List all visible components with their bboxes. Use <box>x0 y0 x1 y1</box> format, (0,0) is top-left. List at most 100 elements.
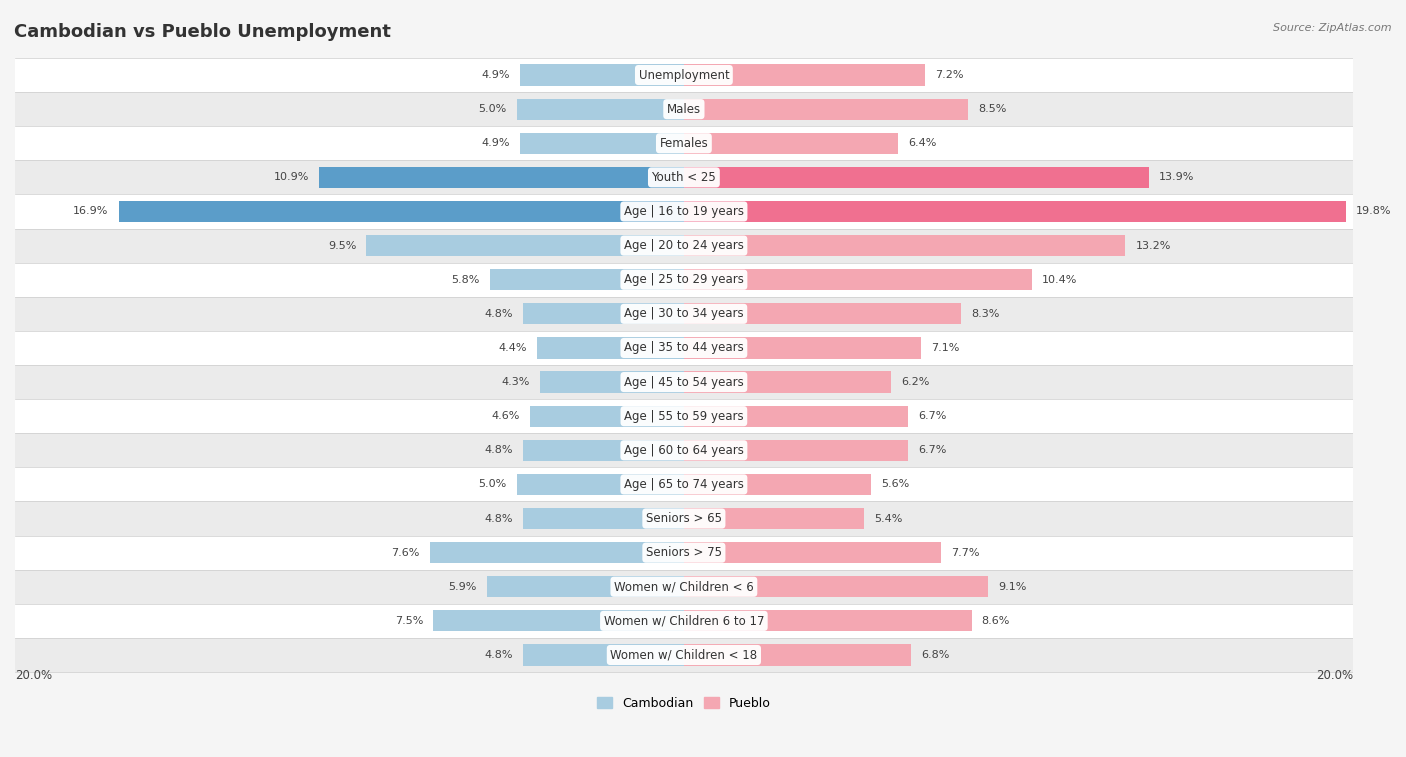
Bar <box>683 610 972 631</box>
Bar <box>15 433 1353 467</box>
Text: 10.4%: 10.4% <box>1042 275 1077 285</box>
Text: 6.8%: 6.8% <box>921 650 949 660</box>
Text: Age | 60 to 64 years: Age | 60 to 64 years <box>624 444 744 456</box>
Text: 4.6%: 4.6% <box>492 411 520 421</box>
Bar <box>430 542 683 563</box>
Bar <box>523 440 683 461</box>
Text: 5.4%: 5.4% <box>875 513 903 524</box>
Bar <box>15 229 1353 263</box>
Bar <box>15 501 1353 536</box>
Text: 9.5%: 9.5% <box>328 241 356 251</box>
Bar <box>683 576 988 597</box>
Legend: Cambodian, Pueblo: Cambodian, Pueblo <box>592 692 776 715</box>
Bar <box>683 235 1125 256</box>
Bar <box>516 98 683 120</box>
Text: 7.2%: 7.2% <box>935 70 963 80</box>
Text: Females: Females <box>659 137 709 150</box>
Text: 6.7%: 6.7% <box>918 411 946 421</box>
Text: Age | 55 to 59 years: Age | 55 to 59 years <box>624 410 744 422</box>
Bar <box>15 297 1353 331</box>
Bar <box>15 570 1353 604</box>
Bar <box>433 610 683 631</box>
Text: Seniors > 75: Seniors > 75 <box>645 546 721 559</box>
Bar <box>540 372 683 393</box>
Text: Seniors > 65: Seniors > 65 <box>645 512 721 525</box>
Text: Cambodian vs Pueblo Unemployment: Cambodian vs Pueblo Unemployment <box>14 23 391 41</box>
Text: 7.5%: 7.5% <box>395 616 423 626</box>
Bar <box>683 542 942 563</box>
Bar <box>523 304 683 325</box>
Bar <box>15 160 1353 195</box>
Bar <box>520 132 683 154</box>
Bar <box>319 167 683 188</box>
Bar <box>683 406 908 427</box>
Bar <box>683 474 872 495</box>
Text: 8.5%: 8.5% <box>979 104 1007 114</box>
Bar <box>15 331 1353 365</box>
Bar <box>486 576 683 597</box>
Text: 4.8%: 4.8% <box>485 309 513 319</box>
Bar <box>683 372 891 393</box>
Bar <box>15 263 1353 297</box>
Bar <box>366 235 683 256</box>
Text: Age | 30 to 34 years: Age | 30 to 34 years <box>624 307 744 320</box>
Bar <box>683 338 921 359</box>
Bar <box>15 126 1353 160</box>
Bar <box>683 508 865 529</box>
Bar <box>489 269 683 290</box>
Text: Unemployment: Unemployment <box>638 69 730 82</box>
Bar <box>530 406 683 427</box>
Bar <box>683 304 962 325</box>
Bar <box>523 508 683 529</box>
Text: 19.8%: 19.8% <box>1357 207 1392 217</box>
Bar <box>15 365 1353 399</box>
Text: 13.9%: 13.9% <box>1159 173 1194 182</box>
Bar <box>683 98 969 120</box>
Text: 8.3%: 8.3% <box>972 309 1000 319</box>
Text: 5.0%: 5.0% <box>478 479 506 490</box>
Bar <box>683 440 908 461</box>
Text: 16.9%: 16.9% <box>73 207 108 217</box>
Bar <box>683 167 1149 188</box>
Bar <box>683 269 1032 290</box>
Text: Age | 25 to 29 years: Age | 25 to 29 years <box>624 273 744 286</box>
Text: Source: ZipAtlas.com: Source: ZipAtlas.com <box>1274 23 1392 33</box>
Text: 9.1%: 9.1% <box>998 582 1026 592</box>
Text: Males: Males <box>666 103 702 116</box>
Text: 4.9%: 4.9% <box>481 139 510 148</box>
Bar <box>15 92 1353 126</box>
Text: 5.6%: 5.6% <box>882 479 910 490</box>
Bar <box>15 58 1353 92</box>
Text: 4.3%: 4.3% <box>502 377 530 387</box>
Text: Age | 20 to 24 years: Age | 20 to 24 years <box>624 239 744 252</box>
Text: 4.4%: 4.4% <box>498 343 527 353</box>
Bar <box>15 399 1353 433</box>
Text: 20.0%: 20.0% <box>15 669 52 682</box>
Bar <box>118 201 683 222</box>
Bar <box>523 644 683 665</box>
Bar <box>520 64 683 86</box>
Text: Age | 45 to 54 years: Age | 45 to 54 years <box>624 375 744 388</box>
Text: Women w/ Children < 6: Women w/ Children < 6 <box>614 581 754 593</box>
Text: Women w/ Children < 18: Women w/ Children < 18 <box>610 649 758 662</box>
Bar <box>15 467 1353 501</box>
Text: Age | 35 to 44 years: Age | 35 to 44 years <box>624 341 744 354</box>
Text: 20.0%: 20.0% <box>1316 669 1353 682</box>
Text: Women w/ Children 6 to 17: Women w/ Children 6 to 17 <box>603 615 763 628</box>
Bar <box>683 644 911 665</box>
Bar <box>683 201 1346 222</box>
Bar <box>15 604 1353 638</box>
Bar <box>516 474 683 495</box>
Text: 6.7%: 6.7% <box>918 445 946 455</box>
Text: 10.9%: 10.9% <box>274 173 309 182</box>
Text: 4.9%: 4.9% <box>481 70 510 80</box>
Text: 4.8%: 4.8% <box>485 513 513 524</box>
Bar <box>15 195 1353 229</box>
Text: 6.4%: 6.4% <box>908 139 936 148</box>
Text: 5.8%: 5.8% <box>451 275 479 285</box>
Text: 7.7%: 7.7% <box>952 547 980 558</box>
Text: Youth < 25: Youth < 25 <box>651 171 716 184</box>
Text: 6.2%: 6.2% <box>901 377 929 387</box>
Text: 5.0%: 5.0% <box>478 104 506 114</box>
Text: 7.1%: 7.1% <box>931 343 960 353</box>
